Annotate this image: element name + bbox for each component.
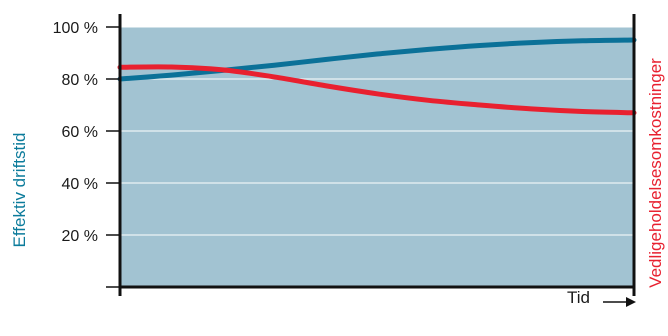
axes — [118, 14, 636, 296]
x-axis-label: Tid — [567, 288, 590, 307]
y-tick-labels: 20 % 40 % 60 % 80 % 100 % — [53, 20, 120, 288]
y-tick-label: 80 % — [62, 72, 98, 89]
y-tick-label: 40 % — [62, 176, 98, 193]
series-lines — [117, 37, 637, 116]
uptime-series-line — [117, 37, 637, 82]
y-axis-label: Effektiv driftstid — [10, 133, 29, 248]
y-tick-label: 20 % — [62, 228, 98, 245]
arrow-head — [626, 297, 636, 307]
maintenance-cost-series-line — [117, 64, 637, 116]
x-axis-arrow-icon — [603, 297, 636, 307]
grid-lines — [120, 26, 634, 236]
y-tick-label: 100 % — [53, 20, 98, 37]
secondary-y-axis-label: Vedligeholdelsesomkostninger — [646, 58, 665, 288]
y-tick-label: 60 % — [62, 124, 98, 141]
